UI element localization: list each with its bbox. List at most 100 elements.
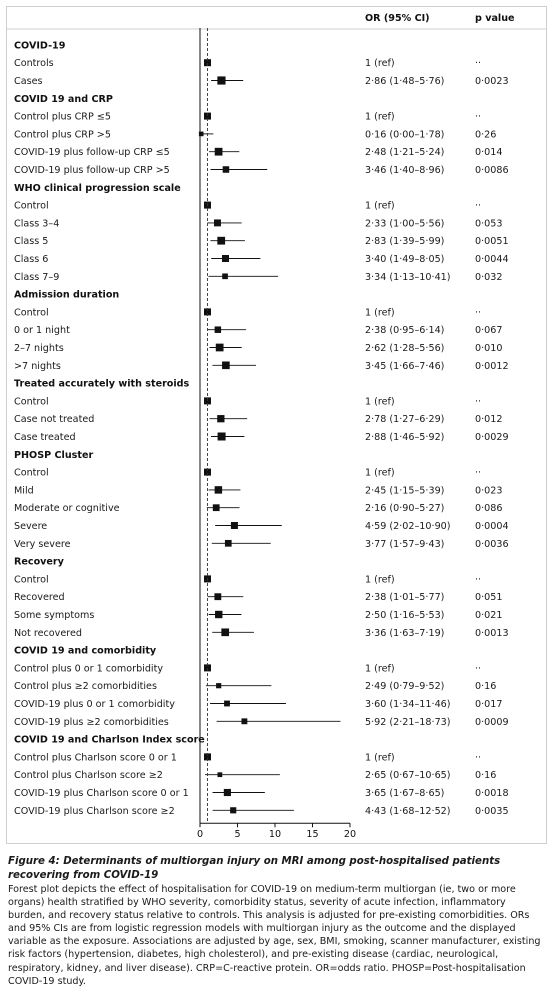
p-value: 0·0009 [475, 717, 509, 728]
point-estimate-marker [214, 147, 223, 156]
point-estimate-marker [204, 308, 211, 316]
point-estimate-marker [224, 539, 232, 547]
p-value: 0·0035 [475, 806, 509, 817]
row-label: Control plus 0 or 1 comorbidity [14, 663, 163, 674]
figure-label: Figure 4: [8, 856, 60, 867]
row-label: COVID-19 plus Charlson score 0 or 1 [14, 788, 189, 799]
p-value: 0·067 [475, 325, 502, 336]
or-ci-value: 3·40 (1·49–8·05) [365, 254, 444, 265]
point-estimate-marker [217, 415, 225, 423]
p-value: 0·0004 [475, 521, 509, 532]
p-value: 0·021 [475, 610, 502, 621]
or-ci-value: 2·45 (1·15–5·39) [365, 485, 444, 496]
point-estimate-marker [217, 236, 226, 245]
p-value: 0·16 [475, 681, 496, 692]
caption-title-text: Determinants of multiorgan injury on MRI… [8, 856, 501, 881]
row-label: Controls [14, 58, 54, 69]
p-value: 0·014 [475, 147, 502, 158]
or-ci-value: 3·65 (1·67–8·65) [365, 788, 444, 799]
point-estimate-marker [222, 361, 230, 370]
or-ci-value: 3·34 (1·13–10·41) [365, 272, 451, 283]
p-value: 0·0029 [475, 432, 509, 443]
or-ci-value: 2·50 (1·16–5·53) [365, 610, 444, 621]
x-tick-label: 5 [234, 829, 240, 840]
point-estimate-marker [204, 59, 211, 67]
or-ci-value: 1 (ref) [365, 468, 395, 479]
row-label: Class 3–4 [14, 218, 59, 229]
or-ci-header: OR (95% CI) [365, 13, 430, 24]
row-label: COVID-19 plus follow-up CRP >5 [14, 165, 170, 176]
or-ci-value: 3·46 (1·40–8·96) [365, 165, 444, 176]
point-estimate-marker [224, 700, 230, 707]
group-heading: COVID 19 and Charlson Index score [14, 735, 205, 746]
caption-title: Figure 4: Determinants of multiorgan inj… [8, 855, 545, 882]
or-ci-value: 3·77 (1·57–9·43) [365, 539, 444, 550]
p-value: ·· [475, 112, 481, 123]
forest-plot: OR (95% CI) p value COVID-19 Controls 1 (r… [6, 13, 547, 840]
p-value: ·· [475, 307, 481, 318]
or-ci-value: 2·48 (1·21–5·24) [365, 147, 444, 158]
point-estimate-marker [223, 788, 231, 797]
x-tick-label: 0 [197, 829, 203, 840]
p-value: 0·0023 [475, 76, 509, 87]
point-estimate-marker [215, 343, 224, 352]
row-label: Control plus Charlson score ≥2 [14, 770, 163, 781]
group-heading: Recovery [14, 557, 65, 568]
or-ci-value: 2·78 (1·27–6·29) [365, 414, 444, 425]
group-heading: COVID 19 and comorbidity [14, 646, 157, 657]
row-label: Control [14, 307, 49, 318]
or-ci-value: 1 (ref) [365, 574, 395, 585]
row-label: Cases [14, 76, 42, 87]
p-value-header: p value [475, 13, 515, 24]
x-tick-label: 15 [306, 829, 318, 840]
row-label: Control [14, 201, 49, 212]
or-ci-value: 1 (ref) [365, 112, 395, 123]
p-value: 0·051 [475, 592, 502, 603]
point-estimate-marker [204, 753, 211, 761]
p-value: ·· [475, 58, 481, 69]
group-heading: Treated accurately with steroids [14, 379, 190, 390]
point-estimate-marker [221, 628, 230, 637]
p-value: 0·0012 [475, 361, 509, 372]
or-ci-value: 0·16 (0·00–1·78) [365, 129, 444, 140]
row-label: Very severe [14, 539, 71, 550]
or-ci-value: 2·38 (0·95–6·14) [365, 325, 444, 336]
or-ci-value: 4·59 (2·02–10·90) [365, 521, 451, 532]
p-value: ·· [475, 574, 481, 585]
or-ci-value: 3·60 (1·34–11·46) [365, 699, 451, 710]
point-estimate-marker [230, 521, 238, 530]
row-label: >7 nights [14, 361, 61, 372]
p-value: 0·032 [475, 272, 502, 283]
p-value: ·· [475, 396, 481, 407]
point-estimate-marker [222, 166, 230, 173]
p-value: 0·023 [475, 485, 502, 496]
row-label: COVID-19 plus follow-up CRP ≤5 [14, 147, 170, 158]
or-ci-value: 4·43 (1·68–12·52) [365, 806, 451, 817]
group-heading: WHO clinical progression scale [14, 183, 181, 194]
row-label: COVID-19 plus ≥2 comorbidities [14, 717, 169, 728]
p-value: 0·012 [475, 414, 502, 425]
point-estimate-marker [212, 504, 220, 512]
p-value: 0·017 [475, 699, 502, 710]
p-value: 0·0086 [475, 165, 509, 176]
figure-frame [6, 6, 547, 844]
p-value: 0·0018 [475, 788, 509, 799]
p-value: ·· [475, 752, 481, 763]
p-value: 0·0036 [475, 539, 509, 550]
row-label: Control [14, 396, 49, 407]
group-heading: PHOSP Cluster [14, 450, 93, 461]
point-estimate-marker [241, 718, 248, 725]
point-estimate-marker [216, 683, 222, 689]
x-tick-label: 20 [344, 829, 356, 840]
p-value: 0·0013 [475, 628, 509, 639]
or-ci-value: 2·49 (0·79–9·52) [365, 681, 444, 692]
group-heading: Admission duration [14, 290, 119, 301]
p-value: 0·26 [475, 129, 496, 140]
point-estimate-marker [215, 610, 223, 619]
point-estimate-marker [217, 772, 223, 778]
row-label: Recovered [14, 592, 65, 603]
row-label: Class 7–9 [14, 272, 59, 283]
point-estimate-marker [217, 76, 226, 85]
p-value: ·· [475, 468, 481, 479]
row-label: 2–7 nights [14, 343, 64, 354]
